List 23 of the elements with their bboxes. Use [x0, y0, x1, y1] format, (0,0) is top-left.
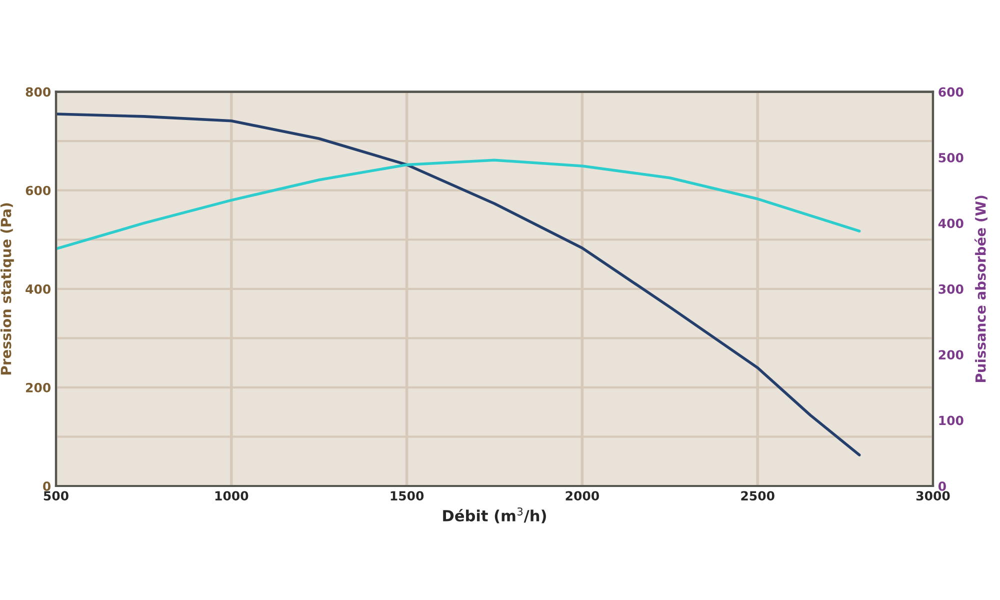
x-tick-label: 1500 — [390, 491, 424, 501]
y2-tick-label: 100 — [939, 416, 964, 426]
y-tick-label: 600 — [26, 186, 51, 196]
y-tick-label: 400 — [26, 284, 51, 294]
y2-tick-label: 500 — [938, 152, 964, 162]
y2-tick-label: 0 — [938, 481, 946, 491]
x-tick-label: 2500 — [741, 491, 774, 501]
y2-tick-label: 200 — [938, 350, 964, 360]
y-tick-label: 200 — [26, 382, 51, 392]
x-tick-label: 1000 — [215, 491, 248, 501]
y2-tick-label: 600 — [938, 87, 964, 97]
y2-tick-label: 400 — [938, 218, 964, 228]
y2-axis-title: Puissance absorbée (W) — [974, 196, 988, 382]
y-tick-label: 0 — [43, 481, 51, 491]
x-tick-label: 2000 — [566, 491, 599, 501]
y2-tick-label: 300 — [938, 284, 964, 294]
y-axis-title: Pression statique (Pa) — [0, 203, 14, 374]
x-tick-label: 500 — [44, 491, 68, 501]
line-series — [56, 158, 861, 250]
y-tick-label: 800 — [26, 87, 51, 97]
line-series — [56, 112, 861, 456]
x-axis-title: Débit (m$^{3}$/h) — [443, 507, 546, 524]
x-tick-label: 3000 — [916, 491, 950, 501]
